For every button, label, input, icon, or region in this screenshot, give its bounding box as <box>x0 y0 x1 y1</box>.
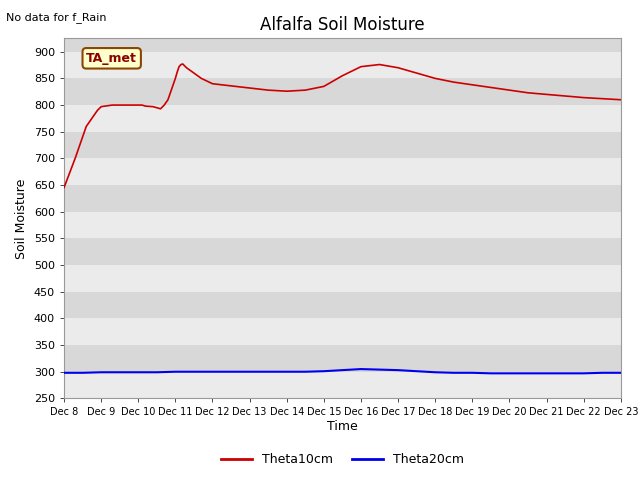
Bar <box>64 78 621 105</box>
Text: No data for f_Rain: No data for f_Rain <box>6 12 107 23</box>
Bar <box>64 292 621 318</box>
Bar <box>64 185 621 212</box>
Bar <box>64 158 621 185</box>
Bar <box>64 372 621 398</box>
Bar <box>64 239 621 265</box>
Legend: Theta10cm, Theta20cm: Theta10cm, Theta20cm <box>216 448 469 471</box>
Bar <box>64 318 621 345</box>
Y-axis label: Soil Moisture: Soil Moisture <box>15 178 28 259</box>
Text: TA_met: TA_met <box>86 52 137 65</box>
Bar <box>64 105 621 132</box>
Bar <box>64 52 621 78</box>
Bar <box>64 132 621 158</box>
Title: Alfalfa Soil Moisture: Alfalfa Soil Moisture <box>260 16 425 34</box>
X-axis label: Time: Time <box>327 420 358 433</box>
Bar <box>64 212 621 239</box>
Bar <box>64 265 621 292</box>
Bar <box>64 345 621 372</box>
